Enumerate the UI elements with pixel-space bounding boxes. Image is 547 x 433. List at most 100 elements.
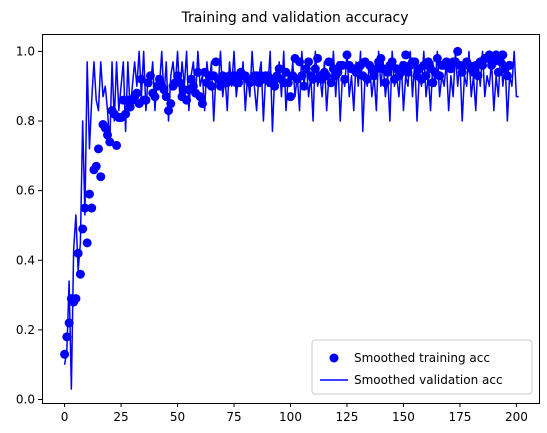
- training-acc-point: [398, 60, 408, 70]
- training-acc-point: [308, 74, 318, 84]
- training-acc-point: [234, 78, 244, 88]
- training-acc-point: [491, 50, 501, 60]
- training-acc-point: [403, 67, 413, 77]
- training-acc-point: [195, 92, 205, 102]
- training-acc-point: [91, 161, 101, 171]
- training-acc-point: [423, 57, 433, 67]
- training-acc-point: [64, 318, 74, 328]
- legend-training-label: Smoothed training acc: [354, 351, 490, 365]
- training-acc-point: [71, 294, 81, 304]
- training-acc-point: [150, 92, 160, 102]
- legend: Smoothed training acc Smoothed validatio…: [311, 339, 533, 395]
- training-acc-point: [112, 140, 122, 150]
- training-acc-point: [401, 50, 411, 60]
- training-acc-point: [175, 78, 185, 88]
- training-acc-point: [154, 74, 164, 84]
- training-acc-point: [188, 81, 198, 91]
- training-acc-point: [410, 57, 420, 67]
- training-acc-point: [182, 95, 192, 105]
- training-acc-point: [369, 71, 379, 81]
- x-tick-label: 25: [113, 410, 128, 424]
- y-tick-label: 0.6: [16, 184, 35, 198]
- x-tick-label: 75: [226, 410, 241, 424]
- training-acc-point: [193, 67, 203, 77]
- training-acc-point: [502, 71, 512, 81]
- training-acc-point: [396, 67, 406, 77]
- y-tick-label: 0.8: [16, 114, 35, 128]
- training-acc-point: [489, 57, 499, 67]
- training-acc-point: [281, 67, 291, 77]
- training-acc-point: [286, 92, 295, 102]
- training-acc-point: [453, 46, 463, 56]
- training-acc-point: [136, 74, 146, 84]
- training-acc-point: [380, 78, 390, 88]
- y-tick-label: 0.4: [16, 253, 35, 267]
- training-acc-point: [371, 64, 381, 74]
- training-acc-point: [337, 60, 347, 70]
- training-acc-point: [333, 67, 343, 77]
- training-acc-point: [87, 203, 97, 213]
- x-axis: 0 25 50 75 100 125 150 175 200: [61, 403, 528, 424]
- x-tick-label: 150: [392, 410, 415, 424]
- training-acc-point: [173, 71, 183, 81]
- x-tick-label: 100: [279, 410, 302, 424]
- training-acc-point: [301, 64, 311, 74]
- training-acc-point: [478, 60, 488, 70]
- training-acc-point: [387, 57, 397, 67]
- training-acc-point: [473, 71, 483, 81]
- training-acc-point: [80, 203, 90, 213]
- training-acc-point: [498, 50, 508, 60]
- training-acc-point: [78, 224, 88, 234]
- training-acc-point: [496, 57, 506, 67]
- training-acc-point: [324, 57, 334, 67]
- x-tick-label: 125: [336, 410, 359, 424]
- training-acc-point: [105, 137, 115, 147]
- training-acc-point: [376, 53, 386, 63]
- training-acc-point: [82, 238, 92, 248]
- training-acc-point: [297, 71, 307, 81]
- training-acc-point: [166, 99, 176, 109]
- training-acc-point: [484, 50, 494, 60]
- legend-box: [311, 339, 533, 395]
- training-acc-point: [299, 81, 309, 91]
- training-acc-point: [435, 71, 445, 81]
- training-acc-point: [103, 130, 113, 140]
- x-tick-label: 50: [170, 410, 185, 424]
- training-acc-point: [283, 78, 293, 88]
- training-acc-point: [145, 71, 155, 81]
- x-tick-label: 0: [61, 410, 69, 424]
- training-acc-point: [383, 67, 393, 77]
- x-tick-label: 175: [448, 410, 471, 424]
- training-acc-point: [73, 248, 83, 258]
- training-acc-point: [304, 57, 314, 67]
- training-acc-point: [211, 57, 221, 67]
- training-acc-point: [206, 81, 216, 91]
- training-acc-point: [186, 74, 196, 84]
- training-acc-point: [295, 57, 305, 67]
- training-acc-point: [132, 88, 142, 98]
- training-acc-point: [159, 85, 169, 95]
- y-tick-label: 0.2: [16, 323, 35, 337]
- training-acc-point: [340, 74, 350, 84]
- legend-validation-label: Smoothed validation acc: [354, 373, 503, 387]
- training-acc-point: [274, 64, 284, 74]
- training-acc-point: [493, 67, 503, 77]
- x-tick-label: 200: [505, 410, 528, 424]
- training-acc-point: [60, 349, 70, 359]
- training-acc-point: [197, 99, 207, 109]
- training-acc-point: [432, 53, 442, 63]
- chart-title: Training and validation accuracy: [180, 10, 408, 26]
- training-acc-point: [421, 71, 431, 81]
- training-acc-point: [446, 64, 456, 74]
- training-acc-point: [342, 50, 352, 60]
- training-acc-point: [229, 71, 239, 81]
- legend-training-marker: [329, 353, 339, 363]
- training-acc-point: [75, 269, 85, 279]
- training-acc-point: [93, 144, 103, 154]
- training-acc-point: [428, 78, 438, 88]
- training-acc-point: [215, 81, 225, 91]
- training-acc-point: [270, 81, 280, 91]
- training-acc-point: [322, 71, 332, 81]
- y-axis: 0.0 0.2 0.4 0.6 0.8 1.0: [16, 44, 42, 407]
